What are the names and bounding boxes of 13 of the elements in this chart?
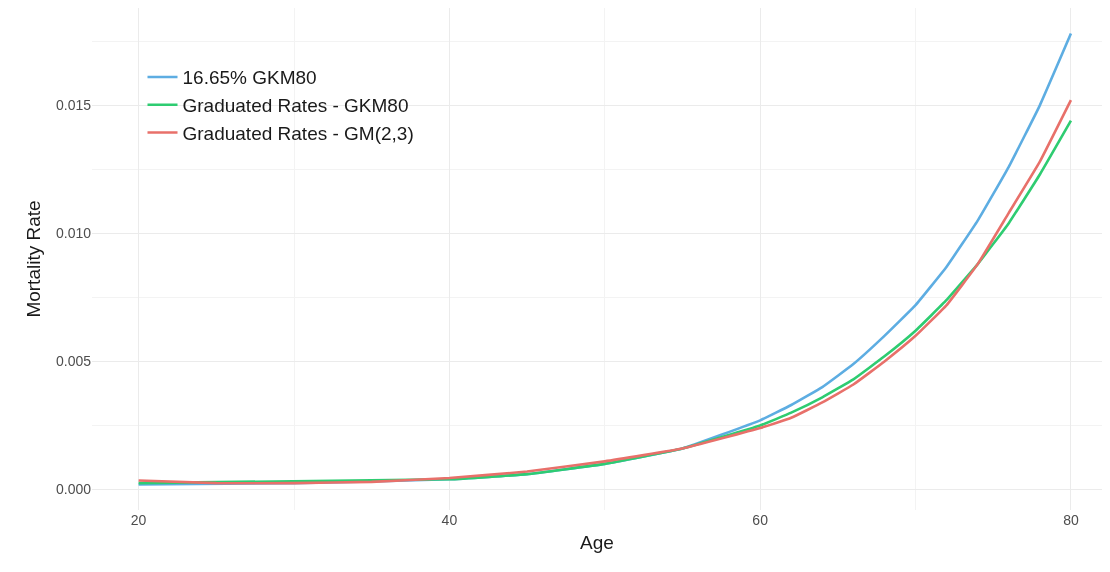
x-tick-label: 80 <box>1063 512 1079 528</box>
x-tick-label: 40 <box>441 512 458 528</box>
y-tick-label: 0.005 <box>55 353 92 370</box>
legend-label: Graduated Rates - GKM80 <box>182 95 409 117</box>
x-axis-title: Age <box>580 531 614 553</box>
x-tick-label: 60 <box>752 512 769 528</box>
legend-label: Graduated Rates - GM(2,3) <box>182 122 414 144</box>
y-tick-label: 0.000 <box>55 481 92 498</box>
x-tick-label: 20 <box>130 512 147 528</box>
y-tick-label: 0.015 <box>55 97 92 114</box>
y-axis-title: Mortality Rate <box>22 200 44 318</box>
y-tick-label: 0.010 <box>55 225 92 242</box>
legend-label: 16.65% GKM80 <box>182 67 317 89</box>
